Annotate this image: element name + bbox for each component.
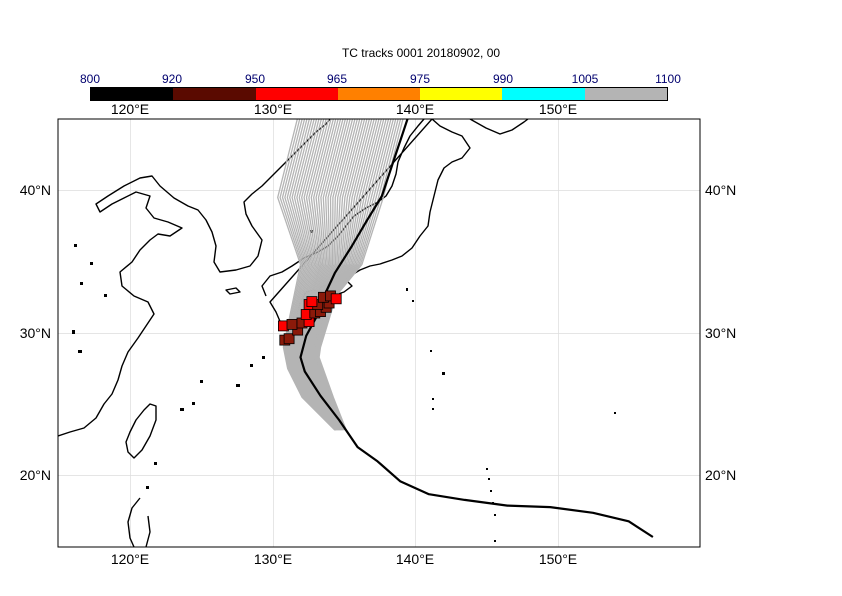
colorbar-segment-2	[173, 88, 256, 100]
lon-tick-bottom-120: 120°E	[111, 551, 149, 567]
lon-tick-top-140: 140°E	[396, 101, 434, 117]
intensity-marker	[330, 293, 342, 305]
ensemble-track	[307, 119, 368, 431]
lat-tick-right-40: 40°N	[705, 182, 736, 198]
luzon-coastline	[127, 497, 151, 547]
ensemble-track	[298, 119, 344, 431]
lon-tick-top-120: 120°E	[111, 101, 149, 117]
ensemble-track	[313, 119, 387, 431]
ensemble-track	[301, 119, 351, 431]
ensemble-track	[315, 119, 394, 431]
ensemble-track	[312, 119, 382, 431]
map-gridlines	[58, 119, 700, 547]
ensemble-track	[299, 119, 346, 431]
colorbar-label-920: 920	[161, 72, 183, 86]
colorbar-segment-3	[255, 88, 338, 100]
intensity-marker	[283, 333, 295, 345]
intensity-marker	[286, 318, 298, 330]
lat-tick-left-20: 20°N	[20, 467, 51, 483]
colorbar-segment-5	[420, 88, 503, 100]
colorbar-label-950: 950	[244, 72, 266, 86]
small-islands	[72, 230, 616, 542]
intensity-marker	[306, 296, 318, 308]
ensemble-track	[306, 119, 366, 431]
ensemble-track	[318, 119, 404, 431]
ensemble-track	[309, 119, 375, 431]
map-frame	[57, 118, 701, 548]
lat-tick-left-30: 30°N	[20, 325, 51, 341]
ensemble-track	[308, 119, 370, 431]
ensemble-track	[310, 119, 378, 431]
colorbar-label-965: 965	[326, 72, 348, 86]
axis-tick-labels: 120°E 130°E 140°E 150°E 120°E 130°E 140°…	[20, 101, 737, 567]
pressure-colorbar	[90, 87, 668, 101]
intensity-markers	[277, 290, 342, 346]
ensemble-track	[311, 119, 380, 431]
colorbar-segment-6	[502, 88, 585, 100]
colorbar-label-990: 990	[492, 72, 514, 86]
colorbar-segment-1	[91, 88, 174, 100]
colorbar-label-975: 975	[409, 72, 431, 86]
colorbar-label-1100: 1100	[655, 72, 681, 86]
lat-tick-left-40: 40°N	[20, 182, 51, 198]
ensemble-track	[314, 119, 392, 431]
lon-tick-bottom-130: 130°E	[254, 551, 292, 567]
ensemble-track	[291, 119, 338, 431]
jeju-island	[225, 287, 241, 295]
ensemble-track	[308, 119, 373, 431]
lon-tick-bottom-150: 150°E	[539, 551, 577, 567]
lon-tick-bottom-140: 140°E	[396, 551, 434, 567]
lon-tick-top-130: 130°E	[254, 101, 292, 117]
taiwan-coastline	[125, 403, 157, 459]
lat-tick-right-30: 30°N	[705, 325, 736, 341]
mainland-coastline	[58, 119, 331, 437]
lon-tick-top-150: 150°E	[539, 101, 577, 117]
ensemble-track	[302, 119, 354, 431]
observed-track	[299, 119, 654, 538]
map-title: TC tracks 0001 20180902, 00	[341, 46, 501, 60]
colorbar-label-800: 800	[79, 72, 101, 86]
ensemble-track	[312, 119, 385, 431]
ensemble-track	[300, 119, 349, 431]
colorbar-label-1005: 1005	[571, 72, 599, 86]
ensemble-track	[317, 119, 402, 431]
ensemble-track	[314, 119, 390, 431]
lat-tick-right-20: 20°N	[705, 467, 736, 483]
colorbar-segment-4	[337, 88, 421, 100]
colorbar-segment-7	[584, 88, 667, 100]
